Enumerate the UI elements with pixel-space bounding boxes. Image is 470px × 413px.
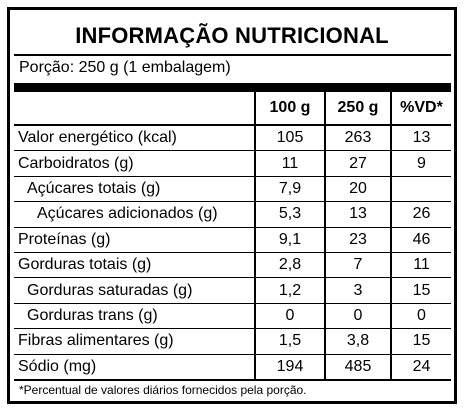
daily-value-cell: 15 bbox=[390, 328, 451, 355]
table-row: Proteínas (g) 9,1 23 46 bbox=[14, 226, 451, 253]
per-100g-cell: 1,5 bbox=[254, 328, 325, 355]
column-header-250g: 250 g bbox=[324, 92, 391, 126]
daily-value-cell: 13 bbox=[390, 125, 451, 151]
nutrient-name-cell: Carboidratos (g) bbox=[14, 150, 255, 177]
nutrient-name-cell: Açúcares totais (g) bbox=[14, 175, 255, 202]
table-row: Açúcares adicionados (g) 5,3 13 26 bbox=[14, 201, 451, 228]
per-250g-cell: 13 bbox=[324, 201, 391, 228]
title-divider bbox=[14, 54, 451, 56]
table-row: Carboidratos (g) 11 27 9 bbox=[14, 150, 451, 177]
table-row: Gorduras totais (g) 2,8 7 11 bbox=[14, 251, 451, 278]
footnote: *Percentual de valores diários fornecido… bbox=[19, 383, 307, 397]
per-250g-cell: 27 bbox=[324, 150, 391, 177]
daily-value-cell: 9 bbox=[390, 150, 451, 177]
nutrition-table-wrapper: 100 g 250 g %VD* Valor energético (kcal)… bbox=[14, 92, 451, 381]
nutrient-name-cell: Gorduras trans (g) bbox=[14, 302, 255, 329]
portion-size: Porção: 250 g (1 embalagem) bbox=[19, 59, 231, 76]
per-100g-cell: 7,9 bbox=[254, 175, 325, 202]
per-250g-cell: 0 bbox=[324, 302, 391, 329]
nutrient-name-cell: Gorduras totais (g) bbox=[14, 251, 255, 278]
table-row: Gorduras saturadas (g) 1,2 3 15 bbox=[14, 277, 451, 304]
per-250g-cell: 23 bbox=[324, 226, 391, 253]
per-100g-cell: 105 bbox=[254, 125, 325, 151]
nutrient-name-cell: Proteínas (g) bbox=[14, 226, 255, 253]
per-250g-cell: 3,8 bbox=[324, 328, 391, 355]
per-100g-cell: 5,3 bbox=[254, 201, 325, 228]
table-row: Fibras alimentares (g) 1,5 3,8 15 bbox=[14, 328, 451, 355]
nutrition-table: 100 g 250 g %VD* Valor energético (kcal)… bbox=[14, 92, 451, 381]
label-title: INFORMAÇÃO NUTRICIONAL bbox=[75, 23, 389, 48]
nutrient-name-cell: Valor energético (kcal) bbox=[18, 129, 177, 147]
per-100g-cell: 11 bbox=[254, 150, 325, 177]
per-250g-cell: 263 bbox=[324, 125, 391, 151]
table-row: Valor energético (kcal) 105 263 13 bbox=[14, 125, 451, 151]
table-row: Gorduras trans (g) 0 0 0 bbox=[14, 302, 451, 329]
table-row: Açúcares totais (g) 7,9 20 bbox=[14, 175, 451, 202]
per-100g-cell: 0 bbox=[254, 302, 325, 329]
per-250g-cell: 20 bbox=[324, 175, 391, 202]
per-250g-cell: 3 bbox=[324, 277, 391, 304]
column-header-vd: %VD* bbox=[390, 92, 451, 126]
thick-divider bbox=[14, 83, 451, 92]
nutrient-name-cell: Fibras alimentares (g) bbox=[14, 328, 255, 355]
table-body: Valor energético (kcal) 105 263 13 Carboidra… bbox=[14, 125, 451, 381]
daily-value-cell: 26 bbox=[390, 201, 451, 228]
table-header-row: 100 g 250 g %VD* bbox=[14, 92, 451, 126]
daily-value-cell: 15 bbox=[390, 277, 451, 304]
nutrient-name-cell: Açúcares adicionados (g) bbox=[14, 201, 255, 228]
per-100g-cell: 1,2 bbox=[254, 277, 325, 304]
daily-value-cell: 11 bbox=[390, 251, 451, 278]
nutrient-name-cell: Sódio (mg) bbox=[14, 353, 255, 381]
nutrition-label: INFORMAÇÃO NUTRICIONAL Porção: 250 g (1 … bbox=[7, 7, 457, 404]
per-250g-cell: 485 bbox=[324, 353, 391, 381]
per-100g-cell: 9,1 bbox=[254, 226, 325, 253]
nutrient-name-cell: Gorduras saturadas (g) bbox=[14, 277, 255, 304]
daily-value-cell: 0 bbox=[390, 302, 451, 329]
per-100g-cell: 194 bbox=[254, 353, 325, 381]
daily-value-cell bbox=[390, 175, 451, 202]
daily-value-cell: 24 bbox=[390, 353, 451, 381]
table-row: Sódio (mg) 194 485 24 bbox=[14, 353, 451, 381]
column-header-100g: 100 g bbox=[254, 92, 325, 126]
per-100g-cell: 2,8 bbox=[254, 251, 325, 278]
column-header-nutrient bbox=[14, 92, 255, 126]
daily-value-cell: 46 bbox=[390, 226, 451, 253]
per-250g-cell: 7 bbox=[324, 251, 391, 278]
